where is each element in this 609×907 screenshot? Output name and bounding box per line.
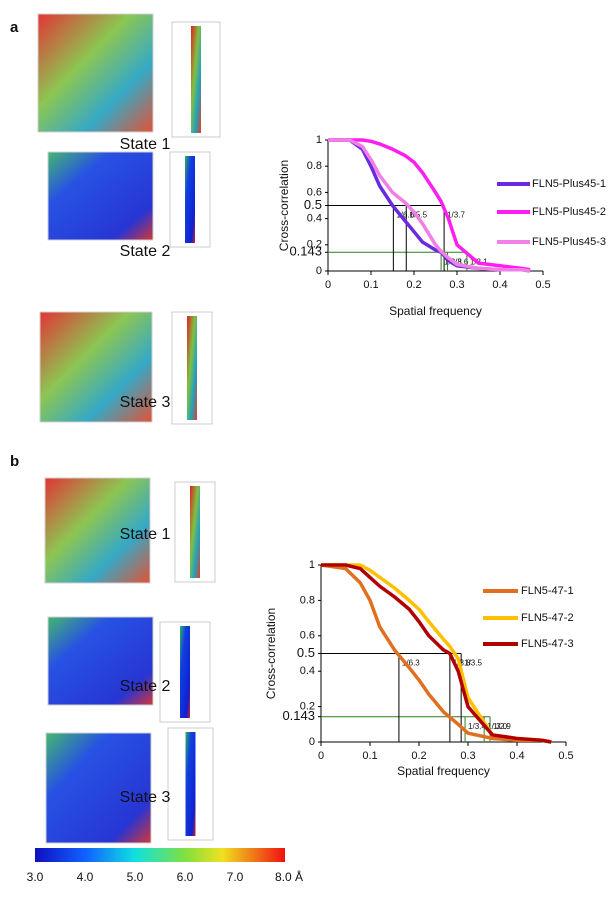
- y-tick-label: 0.4: [300, 665, 315, 677]
- resolution-label: 1/3.6: [451, 257, 469, 266]
- x-tick-label: 0.1: [363, 279, 378, 291]
- legend-label: FLN5-47-3: [521, 638, 574, 650]
- density-map: [44, 477, 151, 584]
- colorbar-label: 5.0: [127, 870, 144, 884]
- density-map: [47, 151, 154, 241]
- y-tick-label: 0.5: [297, 645, 315, 660]
- density-map-side: [171, 311, 213, 425]
- y-tick-label: 1: [309, 559, 315, 571]
- colorbar: [35, 848, 285, 862]
- x-tick-label: 0.5: [535, 279, 550, 291]
- colorbar-label: 7.0: [227, 870, 244, 884]
- x-tick-label: 0: [318, 750, 324, 762]
- panel-label: a: [10, 19, 19, 36]
- density-map: [37, 13, 154, 133]
- density-map-strip: [180, 626, 190, 718]
- density-map: [45, 732, 152, 844]
- x-tick-label: 0.4: [492, 279, 507, 291]
- y-tick-label: 0.2: [307, 239, 322, 251]
- x-tick-label: 0.2: [411, 750, 426, 762]
- resolution-label: 1/5.5: [409, 211, 427, 220]
- resolution-label: 1/3.5: [464, 659, 482, 668]
- density-map-strip: [190, 486, 200, 578]
- colorbar-label: 6.0: [177, 870, 194, 884]
- x-tick-label: 0.3: [449, 279, 464, 291]
- x-tick-label: 0.3: [460, 750, 475, 762]
- y-axis-label: Cross-correlation: [264, 608, 278, 699]
- density-map: [39, 311, 153, 423]
- x-tick-label: 0.2: [406, 279, 421, 291]
- x-tick-label: 0.1: [362, 750, 377, 762]
- colorbar-label: 4.0: [77, 870, 94, 884]
- density-map-side: [171, 21, 221, 138]
- state-label: State 2: [120, 243, 171, 260]
- density-map-strip: [185, 732, 196, 836]
- resolution-label: 1/3.4: [468, 722, 486, 731]
- resolution-label: 1/6.3: [402, 659, 420, 668]
- y-tick-label: 0.6: [307, 186, 322, 198]
- y-tick-label: 0.143: [282, 708, 315, 723]
- legend-label: FLN5-Plus45-3: [532, 236, 606, 248]
- colorbar-label: 8.0 Å: [275, 869, 303, 884]
- y-tick-label: 0.5: [304, 197, 322, 212]
- x-axis-label: Spatial frequency: [397, 764, 490, 778]
- legend-label: FLN5-47-1: [521, 585, 574, 597]
- x-tick-label: 0.5: [558, 750, 573, 762]
- colorbar-label: 3.0: [27, 870, 44, 884]
- resolution-label: 1/6.6: [396, 211, 414, 220]
- resolution-label: 1/2.9: [493, 722, 511, 731]
- density-map-side: [174, 481, 216, 583]
- legend-label: FLN5-Plus45-1: [532, 178, 606, 190]
- y-tick-label: 0.4: [307, 213, 322, 225]
- x-tick-label: 0.4: [509, 750, 524, 762]
- fsc-curve: [321, 563, 552, 744]
- y-tick-label: 0.143: [289, 244, 322, 259]
- resolution-label: 1/3.7: [447, 211, 465, 220]
- resolution-label: 1/3.8: [453, 659, 471, 668]
- fsc-curve: [328, 138, 531, 273]
- y-tick-label: 0: [309, 736, 315, 748]
- panel-label: b: [10, 453, 19, 470]
- density-map-side: [169, 151, 211, 248]
- density-map-side: [167, 727, 214, 841]
- y-tick-label: 1: [316, 134, 322, 146]
- density-map: [47, 616, 154, 706]
- resolution-label: 1/ 3.0: [487, 722, 508, 731]
- density-map-strip: [191, 26, 201, 133]
- y-tick-label: 0.8: [300, 594, 315, 606]
- y-tick-label: 0: [316, 265, 322, 277]
- density-map-strip: [187, 316, 197, 420]
- y-tick-label: 0.6: [300, 630, 315, 642]
- state-label: State 3: [120, 394, 171, 411]
- density-map-side: [159, 621, 211, 723]
- y-tick-label: 0.8: [307, 160, 322, 172]
- x-axis-label: Spatial frequency: [389, 304, 482, 318]
- y-tick-label: 0.2: [300, 701, 315, 713]
- state-label: State 3: [120, 789, 171, 806]
- state-label: State 2: [120, 678, 171, 695]
- density-map-strip: [185, 156, 195, 243]
- y-axis-label: Cross-correlation: [277, 160, 291, 251]
- fsc-curve: [320, 563, 552, 744]
- legend-label: FLN5-47-2: [521, 612, 574, 624]
- legend-label: FLN5-Plus45-2: [532, 206, 606, 218]
- fsc-curve: [328, 138, 531, 272]
- x-tick-label: 0: [325, 279, 331, 291]
- state-label: State 1: [120, 526, 171, 543]
- state-label: State 1: [120, 136, 171, 153]
